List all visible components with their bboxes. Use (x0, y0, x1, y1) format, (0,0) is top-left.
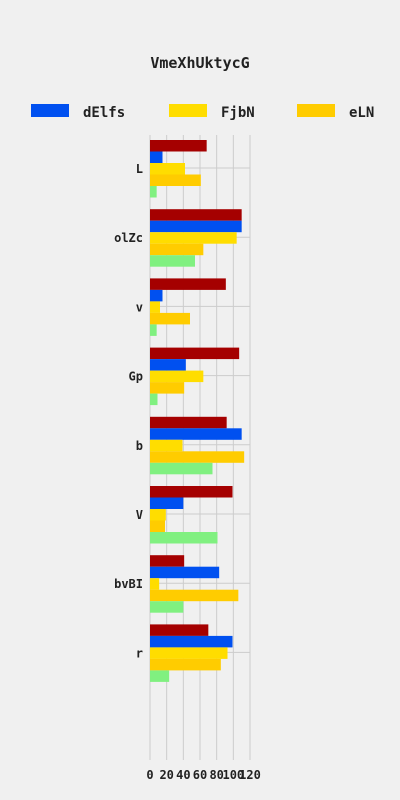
bar-v-series-0 (150, 278, 226, 290)
bar-V-series-4 (150, 532, 218, 544)
bar-b-series-2 (150, 439, 183, 452)
bar-L-series-1 (150, 151, 163, 163)
bar-b-series-4 (150, 462, 213, 475)
bar-r-series-2 (150, 647, 228, 659)
legend-label-dElfs: dElfs (83, 105, 125, 121)
category-label-v: v (136, 300, 143, 314)
bar-v-series-1 (150, 289, 163, 302)
bar-olZc-series-0 (150, 209, 242, 221)
bar-olZc-series-3 (150, 243, 204, 256)
bar-L-series-3 (150, 174, 201, 186)
legend-label-eLN: eLN (349, 105, 374, 121)
bar-V-series-1 (150, 497, 184, 509)
bar-V-series-3 (150, 520, 165, 532)
bar-L-series-4 (150, 186, 157, 198)
bar-bvBI-series-2 (150, 578, 160, 590)
category-label-V: V (136, 508, 143, 522)
x-tick-label-80: 80 (209, 768, 223, 782)
legend-swatch-FjbN (169, 104, 207, 117)
bar-bvBI-series-1 (150, 566, 220, 579)
category-label-Gp: Gp (129, 370, 143, 384)
bar-v-series-2 (150, 301, 160, 313)
bar-v-series-4 (150, 324, 157, 336)
x-tick-label-40: 40 (176, 768, 190, 782)
bar-r-series-4 (150, 670, 170, 682)
bar-L-series-0 (150, 140, 207, 152)
bar-Gp-series-1 (150, 359, 186, 371)
bar-bvBI-series-4 (150, 601, 184, 613)
bar-L-series-2 (150, 163, 185, 175)
x-tick-label-0: 0 (146, 768, 153, 782)
x-tick-label-60: 60 (193, 768, 207, 782)
bar-b-series-1 (150, 428, 242, 440)
x-tick-label-120: 120 (239, 768, 261, 782)
bar-b-series-0 (150, 416, 227, 429)
legend-label-FjbN: FjbN (221, 105, 255, 121)
bar-V-series-0 (150, 486, 233, 498)
category-label-L: L (136, 162, 143, 176)
category-label-r: r (136, 646, 143, 660)
bar-olZc-series-2 (150, 232, 237, 244)
bar-b-series-3 (150, 451, 245, 463)
bar-Gp-series-4 (150, 393, 158, 406)
bars (150, 140, 245, 682)
bar-V-series-2 (150, 509, 166, 521)
bar-Gp-series-2 (150, 370, 204, 383)
category-label-olZc: olZc (114, 231, 143, 245)
x-tick-label-100: 100 (222, 768, 244, 782)
category-label-b: b (136, 439, 143, 453)
x-tick-label-20: 20 (159, 768, 173, 782)
bar-bvBI-series-0 (150, 555, 185, 567)
category-label-bvBI: bvBI (114, 577, 143, 591)
legend: dElfs FjbN eLN (31, 104, 374, 121)
bar-r-series-1 (150, 635, 233, 648)
chart-title: VmeXhUktycG (150, 54, 249, 72)
bar-r-series-0 (150, 624, 209, 636)
bar-olZc-series-1 (150, 220, 242, 233)
bar-olZc-series-4 (150, 255, 195, 267)
bar-v-series-3 (150, 312, 190, 325)
bar-Gp-series-0 (150, 347, 240, 360)
bar-r-series-3 (150, 658, 221, 671)
legend-swatch-eLN (297, 104, 335, 117)
bar-bvBI-series-3 (150, 589, 239, 602)
bar-Gp-series-3 (150, 382, 185, 394)
legend-swatch-dElfs (31, 104, 69, 117)
